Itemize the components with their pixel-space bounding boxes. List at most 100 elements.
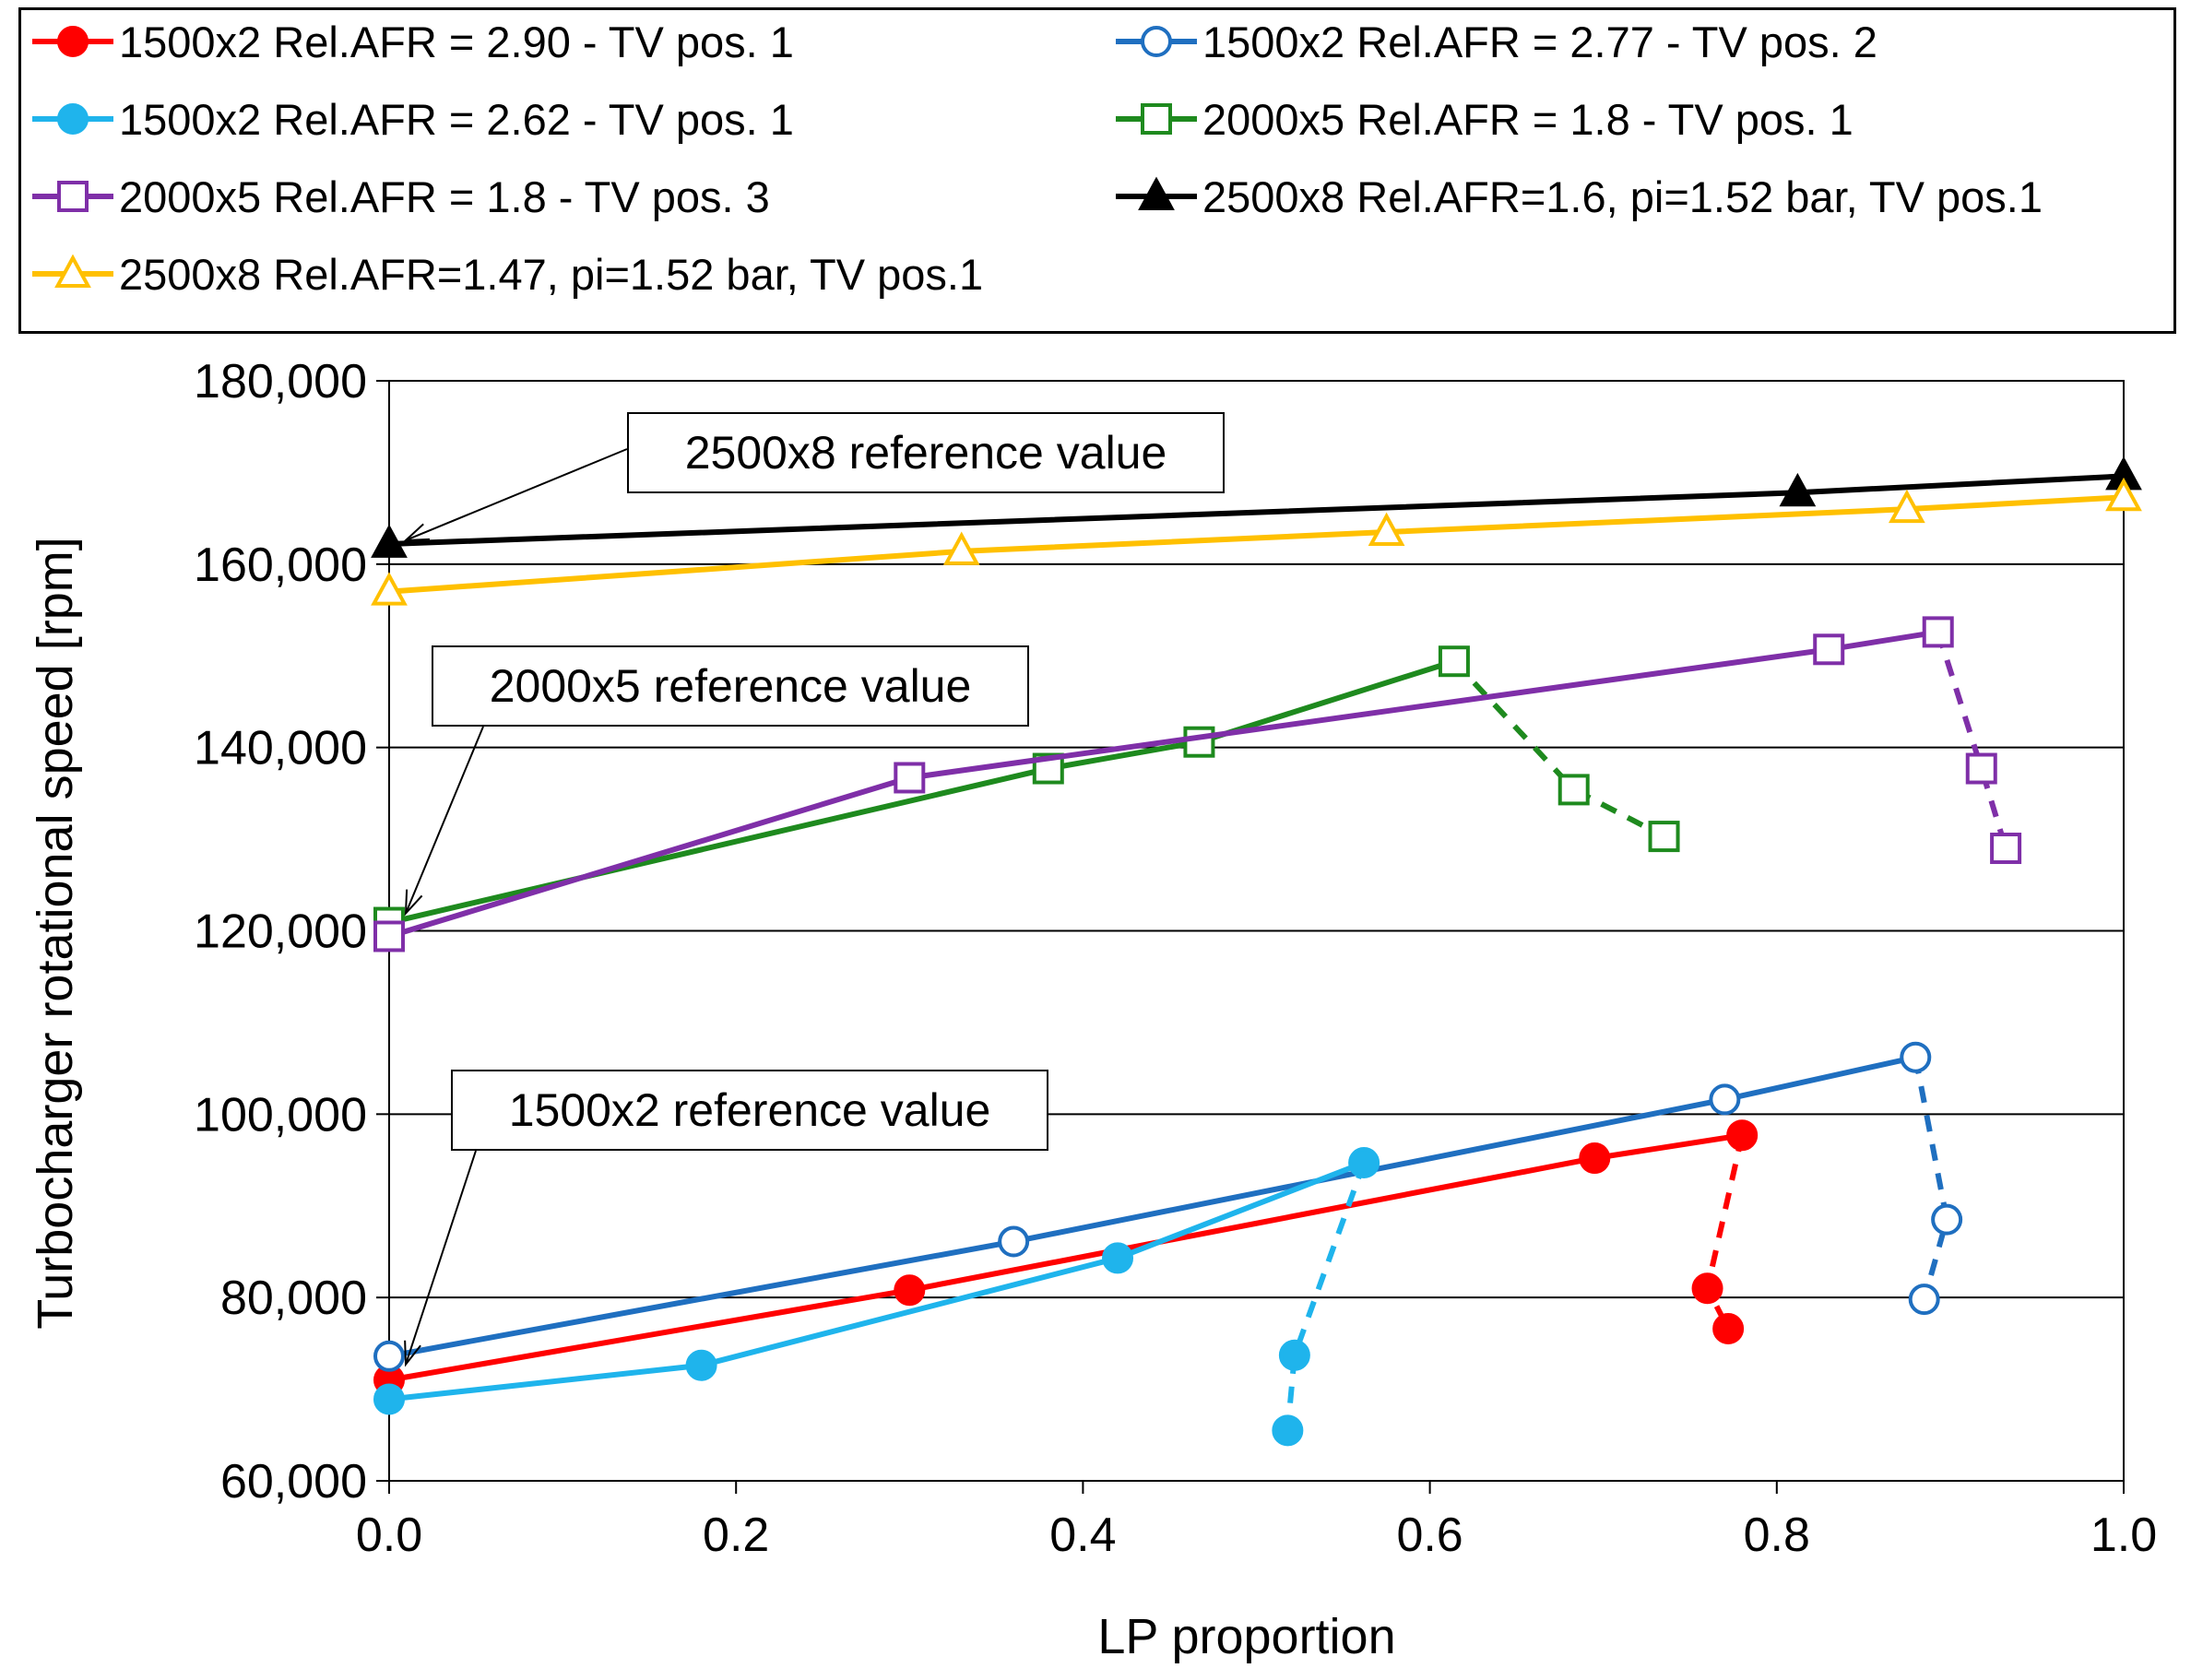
y-tick-label: 80,000 [220,1272,367,1325]
data-point [1348,1147,1380,1179]
tick-labels: 60,000 80,000 100,000 120,000 140,000 160,000… [194,355,2157,1562]
legend-label: 1500x2 Rel.AFR = 2.62 - TV pos. 1 [119,94,794,144]
legend-swatch [1116,103,1197,135]
annotation-arrows [403,448,628,1367]
data-point [1889,489,1925,524]
series-line [388,1132,1743,1383]
x-tick-label: 0.2 [703,1508,769,1562]
y-tick-label: 180,000 [194,355,367,408]
data-point [1931,1203,1963,1236]
data-point [998,1225,1030,1258]
data-point [1908,1284,1940,1316]
series-line [388,658,1455,926]
data-point [1922,616,1954,648]
legend-item-2500x8-rel-afr-1-47-pi-1-52-bar-tv-pos-1: 2500x8 Rel.AFR=1.47, pi=1.52 bar, TV pos… [29,246,983,302]
series-2000x5-rel-afr-1-8-tv-pos-3 [373,616,2022,952]
axes [376,380,2125,1494]
data-point [373,1383,405,1415]
annotation-arrowhead [404,1340,421,1367]
legend-swatch [1116,176,1197,210]
data-point [1900,1041,1932,1073]
x-tick-label: 1.0 [2090,1508,2157,1562]
legend-marker [54,254,91,288]
x-tick-label: 0.0 [356,1508,422,1562]
legend-item-2000x5-rel-afr-1-8-tv-pos-3: 2000x5 Rel.AFR = 1.8 - TV pos. 3 [29,169,770,224]
annotation-arrowhead [403,523,431,542]
annotation-arrowhead [404,889,423,917]
data-point [1368,512,1405,546]
data-point [894,762,926,794]
y-axis-label: Turbocharger rotational speed [rpm] [28,537,83,1329]
series-dashed-line [1913,1057,1950,1300]
legend: 1500x2 Rel.AFR = 2.90 - TV pos. 1 1500x2 … [18,7,2176,334]
y-tick-label: 120,000 [194,905,367,959]
x-tick-label: 0.4 [1049,1508,1116,1562]
data-point [1990,833,2022,865]
series-layer [371,455,2142,1447]
x-tick-label: 0.6 [1396,1508,1463,1562]
series-2500x8-rel-afr-1-6-pi-1-52-bar-tv-pos-1 [371,455,2142,558]
annotation-2000x5-reference: 2000x5 reference value [432,645,1029,727]
data-point [1691,1272,1723,1305]
x-axis-label: LP proportion [1097,1609,1395,1664]
series-dashed-line [1285,1162,1367,1431]
data-point [1278,1339,1310,1371]
legend-swatch [32,103,113,135]
data-point [1712,1312,1745,1344]
legend-item-1500x2-rel-afr-2-77-tv-pos-2: 1500x2 Rel.AFR = 2.77 - TV pos. 2 [1112,14,1877,69]
grid-lines [389,380,2124,1299]
x-tick-label: 0.8 [1744,1508,1810,1562]
series-line [388,1160,1366,1402]
legend-label: 1500x2 Rel.AFR = 2.90 - TV pos. 1 [119,17,794,66]
data-point [894,1274,926,1307]
legend-marker [1138,176,1175,210]
y-tick-label: 60,000 [220,1455,367,1508]
legend-label: 2500x8 Rel.AFR=1.47, pi=1.52 bar, TV pos… [119,249,984,299]
legend-item-1500x2-rel-afr-2-62-tv-pos-1: 1500x2 Rel.AFR = 2.62 - TV pos. 1 [29,91,794,147]
legend-marker [1141,103,1172,135]
annotation-arrow [405,726,484,914]
y-tick-label: 160,000 [194,538,367,592]
legend-label: 2000x5 Rel.AFR = 1.8 - TV pos. 3 [119,172,770,221]
legend-label: 2500x8 Rel.AFR=1.6, pi=1.52 bar, TV pos.… [1202,172,2043,221]
legend-swatch [1116,26,1197,57]
legend-swatch [32,26,113,57]
data-point [1272,1414,1304,1447]
legend-swatch [32,181,113,212]
legend-label: 1500x2 Rel.AFR = 2.77 - TV pos. 2 [1202,17,1877,66]
data-point [1779,472,1817,507]
legend-item-1500x2-rel-afr-2-90-tv-pos-1: 1500x2 Rel.AFR = 2.90 - TV pos. 1 [29,14,794,69]
data-point [942,531,980,565]
data-point [1438,645,1470,678]
data-point [373,1340,405,1372]
data-point [371,524,408,558]
annotation-1500x2-reference: 1500x2 reference value [451,1070,1048,1151]
annotation-2500x8-reference: 2500x8 reference value [627,412,1225,493]
data-point [1709,1083,1741,1116]
legend-item-2000x5-rel-afr-1-8-tv-pos-1: 2000x5 Rel.AFR = 1.8 - TV pos. 1 [1112,91,1853,147]
data-point [1726,1119,1759,1152]
data-point [2105,477,2142,512]
series-dashed-line [1451,659,1665,839]
series-1500x2-rel-afr-2-62-tv-pos-1 [373,1147,1380,1447]
legend-swatch [32,254,113,288]
annotation-arrow [405,1150,477,1366]
series-1500x2-rel-afr-2-90-tv-pos-1 [373,1119,1759,1396]
data-point [685,1349,717,1381]
data-point [1813,633,1845,666]
data-point [1965,752,1997,785]
legend-item-2500x8-rel-afr-1-6-pi-1-52-bar-tv-pos-1: 2500x8 Rel.AFR=1.6, pi=1.52 bar, TV pos.… [1112,169,2043,224]
data-point [371,572,408,606]
legend-label: 2000x5 Rel.AFR = 1.8 - TV pos. 1 [1202,94,1853,144]
data-point [1183,726,1215,758]
series-dashed-line [1935,631,2008,849]
data-point [373,920,405,952]
legend-marker [1141,26,1172,57]
data-point [1648,821,1680,853]
y-tick-label: 100,000 [194,1088,367,1142]
data-point [1102,1242,1134,1274]
annotation-arrow [405,448,628,541]
series-2500x8-rel-afr-1-47-pi-1-52-bar-tv-pos-1 [371,477,2142,606]
y-tick-label: 140,000 [194,722,367,775]
